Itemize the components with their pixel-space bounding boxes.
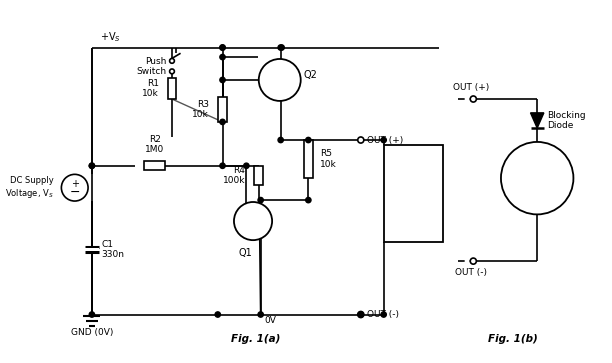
- Circle shape: [279, 45, 285, 50]
- Text: C1
330n: C1 330n: [102, 240, 124, 260]
- Circle shape: [89, 163, 95, 168]
- Text: OUT (+): OUT (+): [453, 83, 490, 92]
- Text: Push
Switch: Push Switch: [136, 57, 166, 76]
- Text: Blocking
Diode: Blocking Diode: [547, 111, 585, 130]
- Text: −: −: [70, 186, 80, 199]
- Circle shape: [381, 312, 386, 317]
- Circle shape: [470, 96, 476, 102]
- Circle shape: [305, 197, 311, 203]
- Bar: [144, 162, 165, 170]
- Circle shape: [358, 137, 364, 143]
- Circle shape: [358, 311, 364, 318]
- Circle shape: [170, 69, 174, 74]
- Text: +V$_S$: +V$_S$: [100, 30, 121, 44]
- Bar: [85, 248, 99, 251]
- Text: OUT (-): OUT (-): [367, 310, 398, 319]
- Circle shape: [234, 202, 272, 240]
- Circle shape: [501, 142, 573, 215]
- Circle shape: [170, 58, 174, 63]
- Text: R1
10k: R1 10k: [142, 79, 159, 98]
- Circle shape: [244, 163, 249, 168]
- Circle shape: [258, 312, 263, 317]
- Text: DC Supply
Voltage, V$_S$: DC Supply Voltage, V$_S$: [5, 176, 54, 200]
- Circle shape: [220, 45, 225, 50]
- Text: Q2: Q2: [304, 70, 318, 80]
- Bar: [304, 140, 313, 178]
- Text: GND (0V): GND (0V): [71, 328, 113, 337]
- Text: R4
100k: R4 100k: [223, 166, 245, 185]
- Circle shape: [220, 163, 225, 168]
- Circle shape: [358, 312, 364, 317]
- Text: Fig. 1(a): Fig. 1(a): [231, 334, 280, 344]
- Text: LOAD: LOAD: [398, 203, 428, 213]
- Text: +: +: [71, 179, 79, 189]
- Circle shape: [220, 77, 225, 83]
- Bar: [384, 145, 443, 242]
- Circle shape: [278, 137, 283, 143]
- Bar: [255, 166, 263, 185]
- Circle shape: [61, 174, 88, 201]
- Text: OUT (-): OUT (-): [455, 268, 487, 277]
- Text: OUT (+): OUT (+): [367, 135, 403, 144]
- Text: 0V: 0V: [264, 317, 277, 325]
- Text: R3
10k: R3 10k: [192, 100, 209, 119]
- Text: R2
1M0: R2 1M0: [145, 135, 165, 154]
- Text: Q1: Q1: [239, 248, 252, 258]
- Text: MOTOR
or
FAN: MOTOR or FAN: [519, 162, 556, 195]
- Circle shape: [89, 163, 95, 168]
- Text: R5
10k: R5 10k: [320, 150, 337, 169]
- Circle shape: [278, 45, 283, 50]
- Circle shape: [220, 54, 225, 60]
- Circle shape: [220, 45, 225, 50]
- Circle shape: [259, 59, 300, 101]
- Circle shape: [258, 197, 263, 203]
- Circle shape: [89, 312, 95, 317]
- Circle shape: [215, 312, 220, 317]
- Text: Load
Voltage, V$_L$: Load Voltage, V$_L$: [387, 167, 439, 191]
- Polygon shape: [531, 113, 544, 128]
- Circle shape: [381, 137, 386, 143]
- Bar: [218, 97, 227, 122]
- Circle shape: [470, 258, 476, 264]
- Bar: [168, 78, 176, 99]
- Circle shape: [305, 137, 311, 143]
- Text: Fig. 1(b): Fig. 1(b): [488, 334, 538, 344]
- Circle shape: [220, 119, 225, 125]
